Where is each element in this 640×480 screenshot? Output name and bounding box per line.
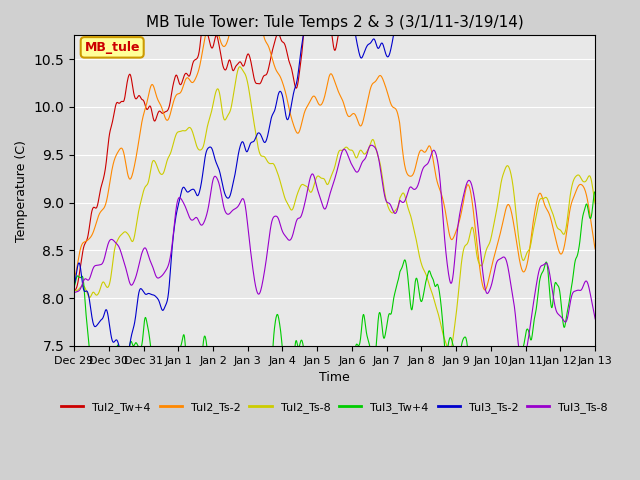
Tul3_Ts-2: [164, 296, 172, 302]
Tul3_Ts-8: [70, 289, 78, 295]
Tul3_Ts-8: [367, 143, 375, 148]
Tul2_Ts-2: [337, 94, 345, 100]
Line: Tul2_Tw+4: Tul2_Tw+4: [74, 0, 595, 290]
Tul3_Tw+4: [429, 278, 437, 284]
Tul2_Ts-2: [429, 159, 437, 165]
Legend: Tul2_Tw+4, Tul2_Ts-2, Tul2_Ts-8, Tul3_Tw+4, Tul3_Ts-2, Tul3_Ts-8: Tul2_Tw+4, Tul2_Ts-2, Tul2_Ts-8, Tul3_Tw…: [57, 398, 612, 418]
Tul2_Ts-8: [445, 350, 453, 356]
Tul2_Ts-8: [559, 230, 566, 236]
Tul2_Ts-8: [429, 295, 437, 300]
Tul2_Ts-8: [337, 147, 345, 153]
Tul2_Tw+4: [80, 244, 88, 250]
Tul3_Ts-8: [306, 177, 314, 183]
Tul3_Ts-8: [518, 358, 526, 364]
Tul3_Ts-8: [429, 147, 437, 153]
Tul2_Ts-8: [163, 157, 171, 163]
Tul2_Tw+4: [70, 288, 78, 293]
Tul3_Tw+4: [591, 189, 598, 195]
Tul2_Ts-2: [80, 240, 88, 245]
Line: Tul3_Ts-2: Tul3_Ts-2: [74, 0, 595, 362]
X-axis label: Time: Time: [319, 371, 350, 384]
Tul3_Tw+4: [591, 189, 599, 195]
Tul2_Ts-2: [70, 274, 78, 280]
Line: Tul2_Ts-2: Tul2_Ts-2: [74, 0, 595, 290]
Tul3_Tw+4: [306, 356, 314, 361]
Tul2_Ts-8: [306, 189, 314, 195]
Text: MB_tule: MB_tule: [84, 41, 140, 54]
Tul2_Tw+4: [591, 18, 599, 24]
Tul2_Tw+4: [163, 108, 171, 114]
Tul3_Ts-8: [80, 277, 88, 283]
Tul3_Tw+4: [337, 365, 345, 371]
Tul3_Ts-8: [163, 265, 171, 271]
Tul2_Ts-2: [559, 250, 566, 256]
Tul3_Tw+4: [558, 310, 566, 315]
Tul3_Tw+4: [163, 383, 171, 389]
Tul3_Ts-2: [70, 281, 78, 287]
Line: Tul3_Ts-8: Tul3_Ts-8: [74, 145, 595, 361]
Tul3_Ts-2: [80, 287, 88, 293]
Tul2_Tw+4: [337, 19, 344, 24]
Tul2_Ts-2: [481, 287, 489, 293]
Tul3_Ts-8: [559, 315, 566, 321]
Tul2_Ts-8: [236, 64, 244, 70]
Tul3_Ts-2: [122, 360, 129, 365]
Tul2_Ts-2: [591, 246, 599, 252]
Y-axis label: Temperature (C): Temperature (C): [15, 140, 28, 241]
Tul3_Tw+4: [80, 282, 88, 288]
Tul2_Ts-8: [591, 201, 599, 207]
Line: Tul3_Tw+4: Tul3_Tw+4: [74, 192, 595, 480]
Tul3_Ts-2: [306, 1, 314, 7]
Tul2_Ts-2: [306, 98, 314, 104]
Tul2_Ts-8: [70, 287, 78, 293]
Tul3_Ts-8: [337, 154, 344, 159]
Tul2_Ts-8: [80, 283, 88, 289]
Line: Tul2_Ts-8: Tul2_Ts-8: [74, 67, 595, 353]
Tul2_Ts-2: [163, 118, 171, 123]
Tul3_Tw+4: [70, 284, 78, 289]
Tul3_Tw+4: [251, 477, 259, 480]
Title: MB Tule Tower: Tule Temps 2 & 3 (3/1/11-3/19/14): MB Tule Tower: Tule Temps 2 & 3 (3/1/11-…: [146, 15, 524, 30]
Tul3_Ts-8: [591, 316, 599, 322]
